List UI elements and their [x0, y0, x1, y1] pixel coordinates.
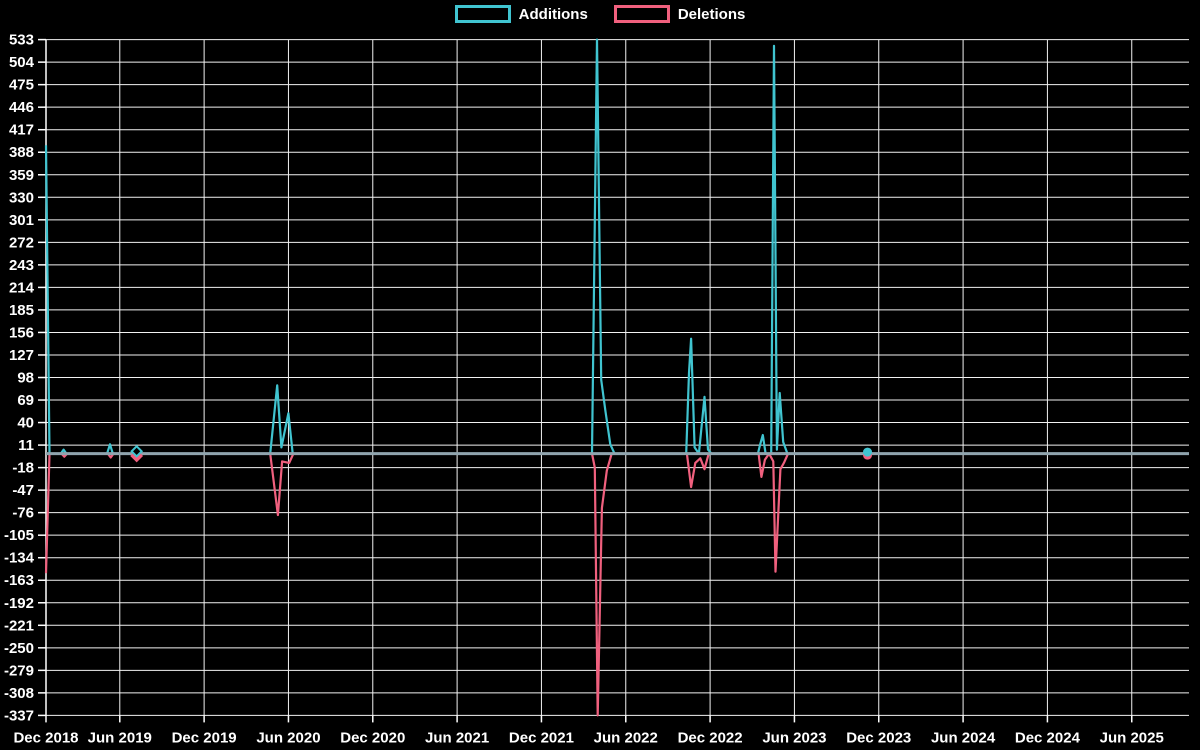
y-tick-label: 533: [9, 32, 34, 49]
y-tick-label: -47: [12, 482, 34, 499]
y-tick-label: 243: [9, 257, 34, 274]
y-tick-label: -337: [4, 707, 34, 724]
additions-marker-diamond: [130, 444, 144, 458]
deletions-line: [44, 452, 790, 717]
legend-item-deletions[interactable]: Deletions: [613, 5, 746, 23]
y-tick-label: 185: [9, 302, 34, 319]
additions-swatch-icon: [454, 5, 511, 23]
y-tick-label: 359: [9, 167, 34, 184]
x-tick-label: Dec 2019: [172, 729, 237, 746]
x-tick-label: Dec 2022: [678, 729, 743, 746]
y-tick-label: -18: [12, 460, 34, 477]
y-tick-label: -76: [12, 505, 34, 522]
x-tick-label: Jun 2020: [256, 729, 320, 746]
legend-item-additions[interactable]: Additions: [454, 5, 588, 23]
y-tick-label: -134: [4, 550, 35, 567]
y-tick-label: 214: [9, 279, 35, 296]
y-tick-label: 388: [9, 144, 34, 161]
y-tick-label: 69: [17, 392, 34, 409]
x-tick-label: Dec 2023: [846, 729, 911, 746]
x-tick-label: Jun 2023: [762, 729, 826, 746]
deletions-swatch-icon: [613, 5, 670, 23]
y-tick-label: -250: [4, 640, 34, 657]
y-tick-label: 301: [9, 212, 34, 229]
y-tick-label: -308: [4, 685, 34, 702]
y-tick-label: -163: [4, 572, 34, 589]
x-tick-label: Dec 2021: [509, 729, 574, 746]
y-tick-label: 504: [9, 54, 35, 71]
y-tick-label: 330: [9, 189, 34, 206]
x-tick-label: Jun 2025: [1100, 729, 1164, 746]
y-tick-label: 475: [9, 77, 34, 94]
x-tick-label: Dec 2024: [1015, 729, 1081, 746]
x-tick-label: Dec 2018: [13, 729, 78, 746]
legend-label: Deletions: [677, 5, 746, 23]
x-tick-label: Dec 2020: [340, 729, 405, 746]
y-tick-label: 156: [9, 324, 34, 341]
y-tick-label: 11: [18, 437, 34, 454]
x-tick-label: Jun 2024: [931, 729, 996, 746]
y-tick-label: -221: [4, 617, 34, 634]
y-tick-label: 40: [17, 415, 34, 432]
y-tick-label: -279: [4, 662, 34, 679]
y-tick-label: 127: [9, 347, 34, 364]
y-tick-label: 272: [9, 234, 34, 251]
x-tick-label: Jun 2021: [425, 729, 489, 746]
y-tick-label: -105: [4, 527, 34, 544]
y-tick-label: 98: [17, 370, 34, 387]
y-tick-label: 446: [9, 99, 34, 116]
additions-line: [44, 38, 789, 455]
legend: Additions Deletions: [0, 5, 1200, 23]
y-tick-label: 417: [9, 122, 34, 139]
legend-label: Additions: [518, 5, 588, 23]
x-tick-label: Jun 2019: [88, 729, 152, 746]
x-tick-label: Jun 2022: [594, 729, 658, 746]
y-tick-label: -192: [4, 595, 34, 612]
additions-marker-circle: [863, 447, 873, 457]
